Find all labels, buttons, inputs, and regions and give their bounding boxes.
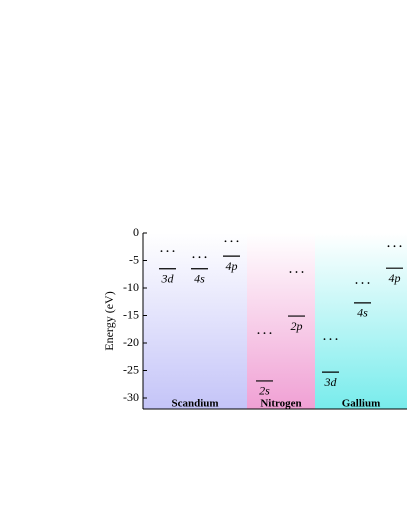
dot (236, 240, 239, 243)
dotted-level (257, 332, 272, 334)
dot (361, 282, 364, 284)
dot (329, 338, 332, 341)
dotted-level (289, 271, 304, 273)
y-axis-label: Energy (eV) (102, 291, 116, 350)
group-label: Scandium (171, 398, 218, 410)
level-label: 3d (324, 375, 338, 389)
dot (289, 271, 292, 273)
dot (393, 245, 396, 248)
group-panel (315, 233, 407, 409)
dot (166, 250, 169, 253)
dot (230, 240, 233, 243)
dot (257, 332, 260, 334)
level-label: 4s (357, 306, 368, 320)
dot (269, 332, 272, 334)
dot (160, 250, 163, 253)
dotted-level (160, 250, 175, 253)
y-tick-label: -25 (123, 362, 139, 376)
dotted-level (323, 338, 338, 341)
level-label: 3d (161, 272, 175, 286)
level-label: 4p (389, 271, 401, 285)
dotted-level (355, 282, 370, 284)
level-label: 4s (194, 272, 205, 286)
y-tick-label: 0 (133, 225, 139, 239)
y-tick-label: -30 (123, 390, 139, 404)
group-label: Nitrogen (260, 398, 301, 410)
y-tick-label: -5 (129, 252, 139, 266)
dot (204, 256, 207, 259)
dot (172, 250, 175, 253)
dot (295, 271, 298, 273)
dotted-level (224, 240, 239, 243)
level-label: 2s (259, 384, 270, 398)
dot (263, 332, 266, 334)
y-tick-label: -15 (123, 307, 139, 321)
group-panel (247, 233, 315, 409)
dot (335, 338, 338, 341)
y-tick-label: -10 (123, 280, 139, 294)
group-label: Gallium (342, 398, 381, 410)
level-label: 2p (291, 319, 303, 333)
dot (399, 245, 402, 248)
dot (367, 282, 370, 284)
dot (355, 282, 358, 284)
dot (224, 240, 227, 243)
dotted-level (387, 245, 402, 248)
dot (301, 271, 304, 273)
group-panel (143, 233, 247, 409)
dot (198, 256, 201, 259)
dotted-level (192, 256, 207, 259)
y-tick-label: -20 (123, 335, 139, 349)
dot (387, 245, 390, 248)
level-label: 4p (226, 259, 238, 273)
dot (192, 256, 195, 259)
dot (323, 338, 326, 341)
